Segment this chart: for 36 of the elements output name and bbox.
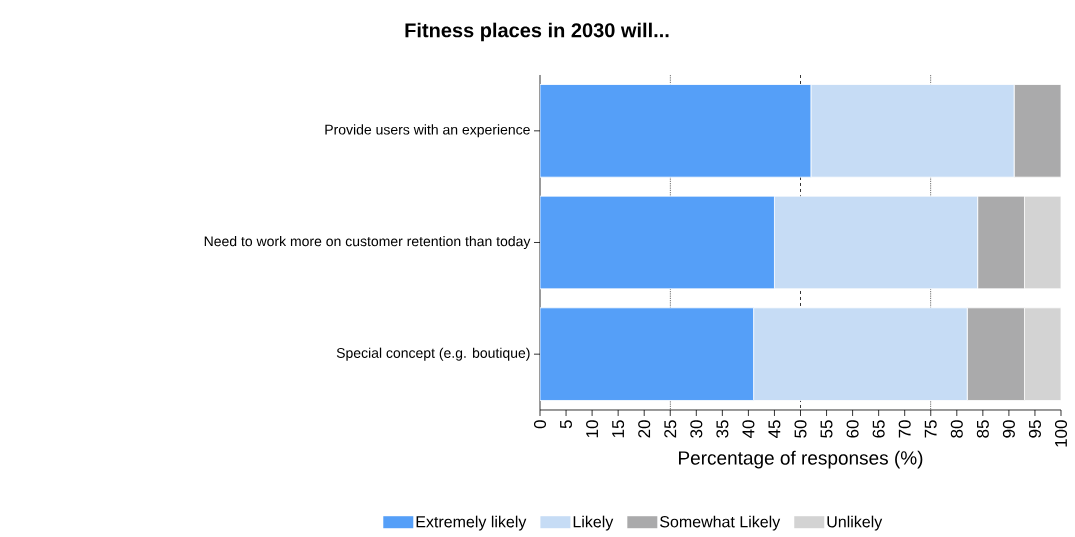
x-tick-label: 85	[976, 420, 989, 438]
x-tick-label: 0	[533, 420, 547, 429]
x-tick-label: 75	[924, 420, 937, 438]
x-axis-title: Percentage of responses (%)	[679, 450, 923, 469]
legend-label: Somewhat Likely	[660, 515, 781, 531]
x-tick-label: 25	[664, 420, 677, 438]
x-tick-label: 95	[1028, 420, 1041, 438]
bar	[540, 195, 775, 290]
x-tick-label: 65	[872, 420, 885, 438]
x-tick-label: 20	[638, 420, 651, 438]
x-tick-label: 90	[1002, 420, 1015, 438]
legend-label: Unlikely	[827, 515, 883, 531]
x-tick-label: 70	[898, 420, 911, 438]
y-tick-label: Special concept (e.g. boutique)	[336, 347, 530, 361]
x-tick-label: 45	[768, 420, 781, 439]
x-tick-label: 10	[586, 420, 599, 438]
y-tick-label: Need to work more on customer retention than today	[204, 235, 531, 250]
chart-title: Fitness places in 2030 will...	[405, 22, 669, 42]
x-tick-label: 60	[846, 420, 859, 438]
legend-label: Likely	[573, 515, 614, 531]
x-tick-label: 40	[742, 420, 755, 439]
x-tick-label: 55	[820, 420, 833, 438]
bar	[977, 195, 1025, 290]
x-tick-label: 50	[794, 420, 807, 438]
x-tick-label: 5	[560, 420, 572, 429]
legend-label: Extremely likely	[416, 515, 527, 531]
bar	[966, 307, 1025, 401]
x-tick-label: 35	[716, 420, 729, 438]
x-tick-label: 80	[950, 420, 963, 438]
bar	[540, 307, 755, 401]
bar	[1013, 84, 1061, 178]
y-tick-label: Provide users with an experience	[325, 124, 530, 138]
x-tick-label: 15	[612, 420, 625, 438]
x-tick-label: 30	[690, 420, 703, 438]
x-tick-label: 100	[1054, 420, 1068, 447]
bar	[540, 84, 812, 178]
